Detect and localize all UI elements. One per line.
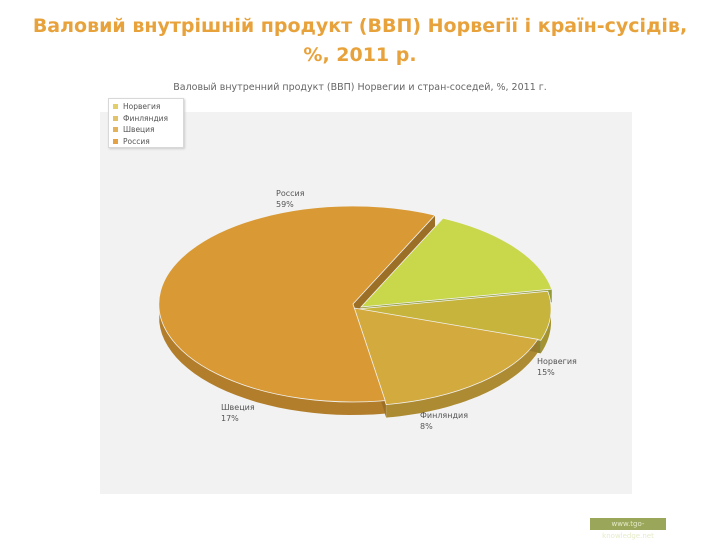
legend-swatch <box>113 127 118 133</box>
slice-label-name: Финляндия <box>420 411 469 420</box>
slice-label-name: Россия <box>276 189 305 198</box>
legend-label: Швеция <box>123 125 155 135</box>
legend-label: Россия <box>123 136 150 146</box>
pie-slice-Финляндия <box>356 290 552 341</box>
pie-slice-Россия <box>158 205 436 403</box>
legend-swatch <box>113 138 118 144</box>
slice-label-value: 59% <box>276 200 294 209</box>
slice-label: Россия 59% <box>276 188 305 210</box>
pie-slice-Швеция <box>353 307 539 406</box>
slice-label-name: Швеция <box>221 403 255 412</box>
legend-swatch <box>113 115 118 121</box>
chart-title: Валовый внутренний продукт (ВВП) Норвеги… <box>173 82 547 93</box>
pie-tops <box>158 205 553 406</box>
pie-slice-cut-3-1 <box>353 215 435 317</box>
legend-swatch <box>113 104 118 110</box>
legend-item: Норвегия <box>113 101 183 113</box>
legend-item: Россия <box>113 136 183 148</box>
slice-label-value: 17% <box>221 414 239 423</box>
slice-label-value: 15% <box>537 368 555 377</box>
legend-label: Норвегия <box>123 102 161 112</box>
legend-label: Финляндия <box>123 113 169 123</box>
chart-legend: Норвегия Финляндия Швеция Россия <box>108 98 184 148</box>
slice-label: Финляндия 8% <box>420 410 468 432</box>
source-badge: www.tgo-knowledge.net <box>590 518 666 540</box>
slice-label-name: Норвегия <box>537 357 577 366</box>
legend-item: Швеция <box>113 124 183 136</box>
pie-slice-side-3 <box>159 309 386 415</box>
pie-slice-side-2 <box>386 339 538 418</box>
legend-item: Финляндия <box>113 113 183 125</box>
slice-label: Швеция 17% <box>221 402 255 424</box>
slide-title: Валовий внутрішній продукт (ВВП) Норвегі… <box>32 15 688 66</box>
slice-label: Норвегия 15% <box>537 356 577 378</box>
slice-label-value: 8% <box>420 422 433 431</box>
pie-slice-Норвегия <box>359 217 553 308</box>
